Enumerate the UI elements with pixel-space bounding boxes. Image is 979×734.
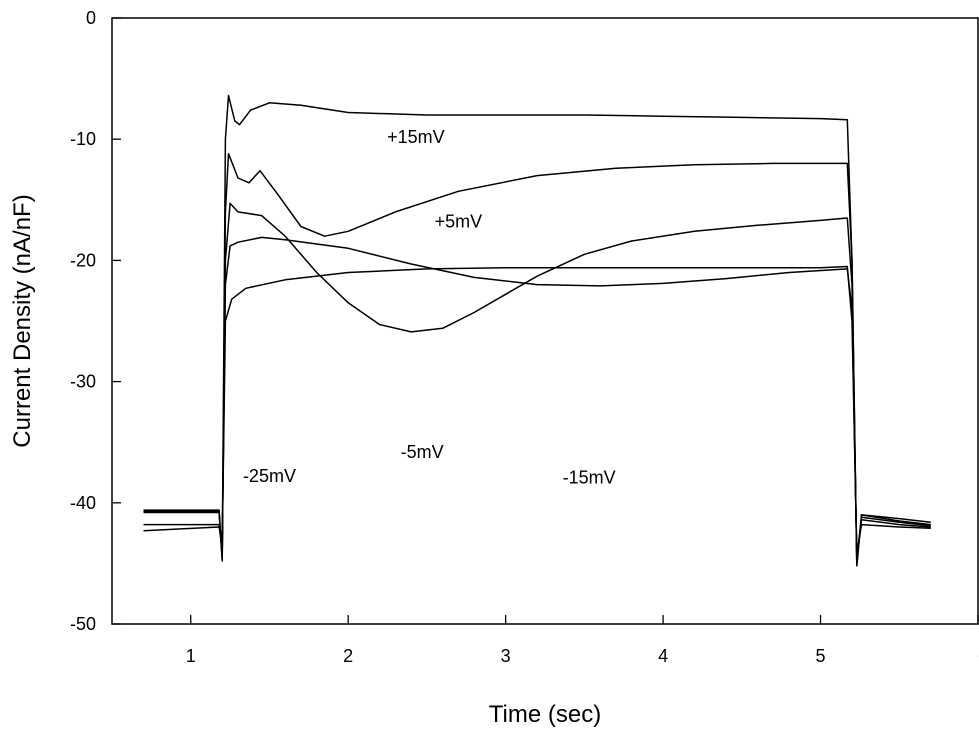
trace-label: -25mV	[243, 466, 296, 486]
y-axis: 0 -10 -20 -30 -40 -50	[70, 8, 121, 634]
trace-line	[143, 265, 931, 555]
x-tick-label: 4	[658, 646, 668, 666]
trace-label: +5mV	[435, 212, 483, 232]
y-tick-label: -20	[70, 250, 96, 270]
trace-annotations: +15mV +5mV -25mV -5mV -15mV	[243, 127, 616, 488]
y-axis-title: Current Density (nA/nF)	[9, 194, 36, 447]
x-tick-label: 2	[343, 646, 353, 666]
y-tick-label: 0	[86, 8, 96, 28]
y-tick-label: -10	[70, 129, 96, 149]
traces	[143, 94, 931, 567]
plot-frame	[111, 17, 979, 625]
x-tick-label: 3	[501, 646, 511, 666]
trace-line	[143, 202, 931, 562]
x-axis-title: Time (sec)	[489, 701, 601, 728]
trace-line	[143, 94, 931, 567]
x-axis: 123456	[186, 615, 979, 666]
y-tick-label: -40	[70, 493, 96, 513]
x-tick-label: 5	[816, 646, 826, 666]
trace-label: -5mV	[401, 442, 444, 462]
y-tick-label: -30	[70, 372, 96, 392]
x-tick-label: 1	[186, 646, 196, 666]
y-tick-label: -50	[70, 614, 96, 634]
trace-label: +15mV	[387, 127, 445, 147]
trace-label: -15mV	[563, 467, 616, 487]
